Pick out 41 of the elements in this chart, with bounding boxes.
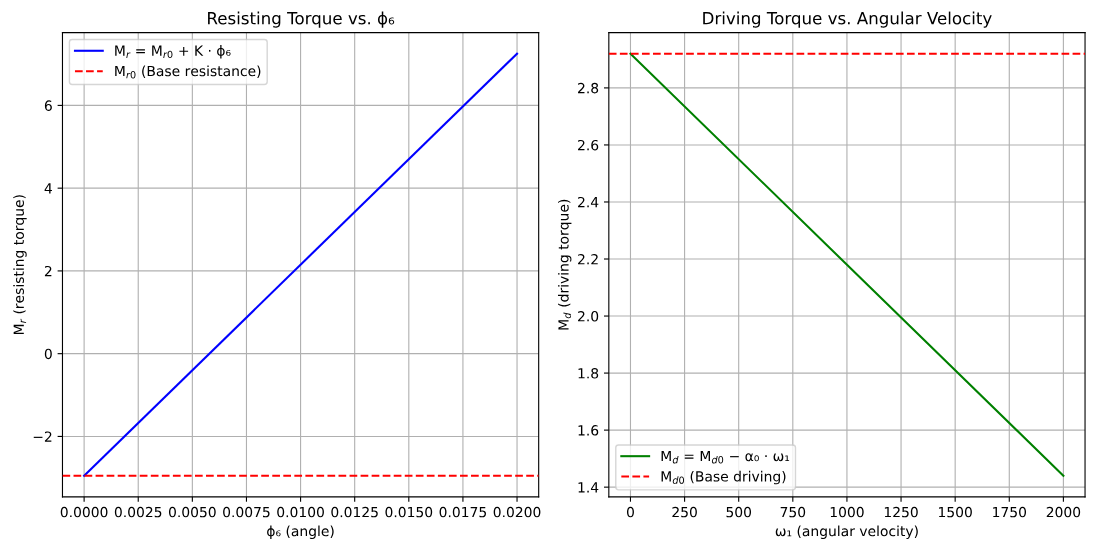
x-tick-label: 1500 (939, 506, 972, 518)
y-tick-label: 2 (44, 265, 52, 277)
x-tick-label: 500 (726, 506, 752, 518)
legend-label: M$_{r0}$ (Base resistance) (115, 65, 261, 79)
y-tick-label: 6 (44, 100, 52, 111)
x-tick-label: 0.0000 (60, 506, 108, 518)
x-tick-label: 0.0175 (439, 506, 487, 518)
y-axis-title: M$_{d}$ (driving torque) (557, 199, 572, 330)
x-axis-title: ω₁ (angular velocity) (775, 525, 918, 540)
legend-label: M$_{d}$ = M$_{d0}$ − α₀ · ω₁ (661, 450, 790, 464)
x-tick-label: 0.0050 (168, 506, 216, 518)
y-tick-label: 0 (44, 348, 52, 360)
x-tick-label: 2000 (1046, 506, 1081, 518)
x-tick-label: 0.0125 (331, 506, 378, 518)
y-tick-label: 4 (44, 183, 52, 194)
x-tick-label: 0 (626, 506, 634, 518)
y-tick-label: 1.8 (578, 368, 599, 379)
legend-label: M$_{r}$ = M$_{r0}$ + K · ϕ₆ (115, 45, 231, 59)
y-tick-label: 1.6 (578, 425, 599, 436)
x-tick-label: 0.0025 (114, 506, 162, 518)
y-tick-label: 2.4 (578, 196, 599, 208)
x-tick-label: 750 (780, 506, 806, 518)
y-tick-label: 2.2 (578, 253, 598, 265)
y-tick-label: 1.4 (578, 482, 599, 493)
x-tick-label: 0.0200 (493, 506, 541, 518)
x-tick-label: 0.0075 (223, 506, 270, 518)
y-axis-title: M$_{r}$ (resisting torque) (13, 195, 27, 335)
y-tick-label: 2.0 (578, 311, 599, 322)
x-axis-title: ϕ₆ (angle) (267, 525, 334, 540)
x-tick-label: 0.0100 (277, 506, 324, 518)
chart-title: Resisting Torque vs. ϕ₆ (208, 11, 395, 28)
x-tick-label: 0.0150 (385, 506, 433, 518)
y-tick-label: 2.6 (578, 139, 599, 151)
legend-label: M$_{d0}$ (Base driving) (661, 470, 786, 485)
x-tick-label: 250 (672, 506, 697, 518)
chart-title: Driving Torque vs. Angular Velocity (703, 11, 992, 28)
x-tick-label: 1750 (993, 506, 1027, 518)
y-tick-label: 2.8 (578, 82, 599, 94)
x-tick-label: 1000 (830, 506, 864, 518)
x-tick-label: 1250 (884, 506, 918, 518)
y-tick-label: −2 (33, 431, 52, 442)
